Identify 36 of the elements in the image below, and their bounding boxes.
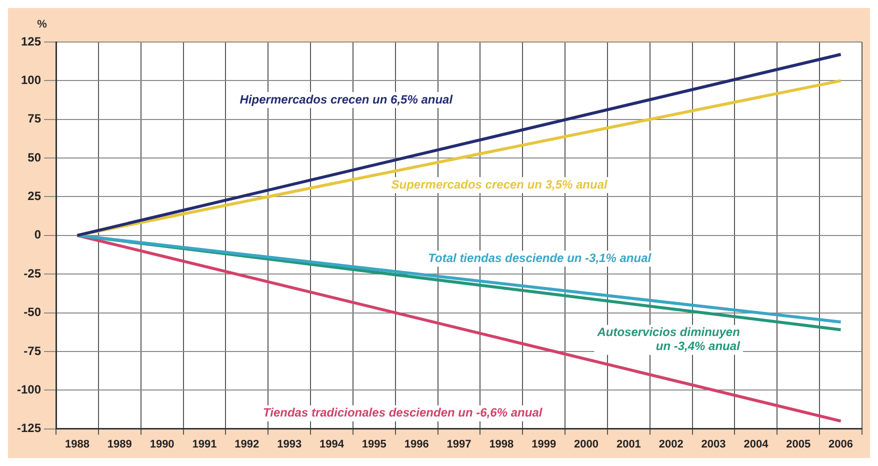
y-tick-label: -75 (24, 344, 42, 358)
x-tick-label: 2001 (616, 438, 641, 450)
series-label: Autoservicios diminuyen un -3,4% anual (596, 325, 741, 354)
y-axis-title: % (37, 18, 48, 31)
y-tick-label: -50 (24, 305, 42, 320)
y-tick-label: 75 (28, 112, 42, 126)
y-tick-label: 100 (20, 72, 42, 87)
y-tick-label: 50 (28, 150, 42, 164)
x-tick-label: 1997 (446, 438, 472, 450)
x-tick-label: 1993 (277, 438, 302, 450)
x-tick-label: 1992 (234, 438, 260, 450)
x-tick-label: 1995 (362, 438, 386, 450)
x-tick-label: 1990 (150, 438, 174, 450)
x-tick-label: 2003 (701, 438, 726, 450)
x-tick-label: 2002 (658, 438, 684, 450)
y-tick-label: 125 (20, 34, 42, 48)
text: Hipermercados crecen un 6,5% anual (240, 92, 454, 106)
x-tick-label: 2004 (744, 438, 770, 450)
series-label: Supermercados crecen un 3,5% anual (391, 177, 608, 192)
series-label: Total tiendas desciende un -3,1% anual (428, 250, 652, 265)
y-tick-label: -100 (16, 382, 42, 396)
x-tick-label: 1994 (320, 438, 345, 450)
x-tick-label: 1998 (489, 438, 514, 450)
x-tick-label: 1989 (107, 438, 132, 450)
x-tick-label: 2006 (828, 438, 854, 450)
x-tick-label: 1988 (64, 438, 90, 450)
y-tick-label: -125 (16, 421, 42, 436)
x-tick-label: 1991 (192, 438, 217, 450)
x-tick-label: 2005 (786, 438, 811, 450)
y-tick-label: 0 (34, 228, 42, 242)
text: Tiendas tradicionales descienden un -6,6% anual (262, 406, 543, 420)
x-tick-label: 2000 (574, 438, 599, 450)
x-tick-label: 1999 (532, 438, 556, 450)
y-tick-label: -25 (24, 266, 42, 280)
y-tick-label: 25 (28, 189, 42, 204)
x-tick-label: 1996 (404, 438, 429, 450)
